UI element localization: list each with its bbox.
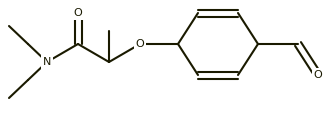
Text: O: O (314, 70, 322, 80)
Text: O: O (136, 39, 144, 49)
Text: N: N (43, 57, 51, 67)
Text: O: O (74, 8, 82, 18)
